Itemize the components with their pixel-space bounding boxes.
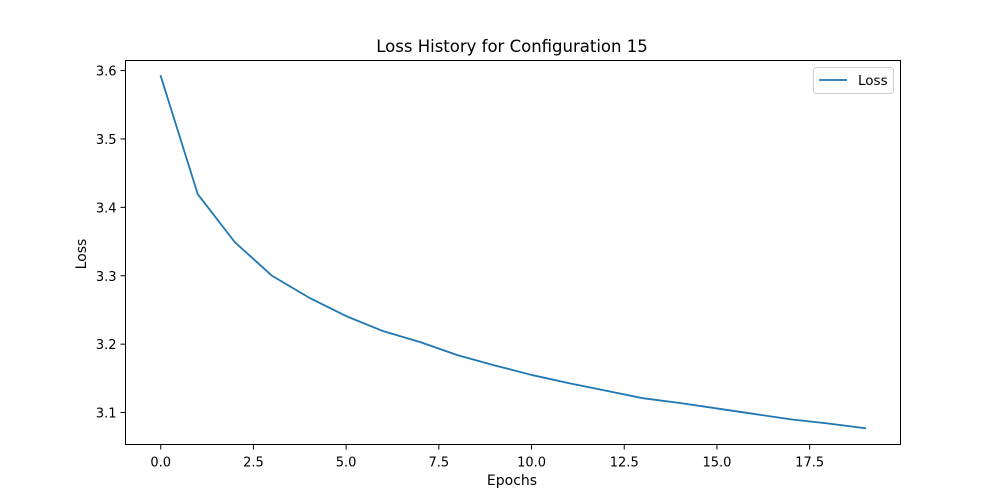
y-tick-label: 3.1 [96, 407, 117, 422]
series-layer [159, 74, 867, 430]
y-tick-label: 3.6 [96, 65, 117, 80]
series-line-loss [159, 74, 867, 430]
x-tick-label: 10.0 [517, 456, 546, 471]
plot-area [125, 60, 901, 445]
y-axis: 3.1 3.2 3.3 3.4 3.5 3.6 [96, 65, 126, 422]
x-tick-label: 5.0 [336, 456, 357, 471]
x-tick-label: 12.5 [610, 456, 639, 471]
x-axis-label: Epochs [487, 473, 537, 489]
legend-box [813, 67, 894, 94]
x-tick-label: 2.5 [243, 456, 264, 471]
legend-label-loss: Loss [858, 73, 888, 89]
x-tick-label: 15.0 [702, 456, 731, 471]
legend: Loss [813, 67, 894, 94]
x-tick-label: 0.0 [150, 456, 171, 471]
y-axis-label: Loss [74, 239, 90, 270]
y-tick-label: 3.4 [96, 201, 117, 216]
x-tick-label: 17.5 [795, 456, 824, 471]
x-axis: 0.0 2.5 5.0 7.5 10.0 12.5 15.0 17.5 [150, 444, 824, 471]
y-tick-label: 3.2 [96, 338, 117, 353]
chart-title: Loss History for Configuration 15 [376, 37, 647, 56]
x-tick-label: 7.5 [428, 456, 449, 471]
y-tick-label: 3.5 [96, 133, 117, 148]
y-tick-label: 3.3 [96, 270, 117, 285]
